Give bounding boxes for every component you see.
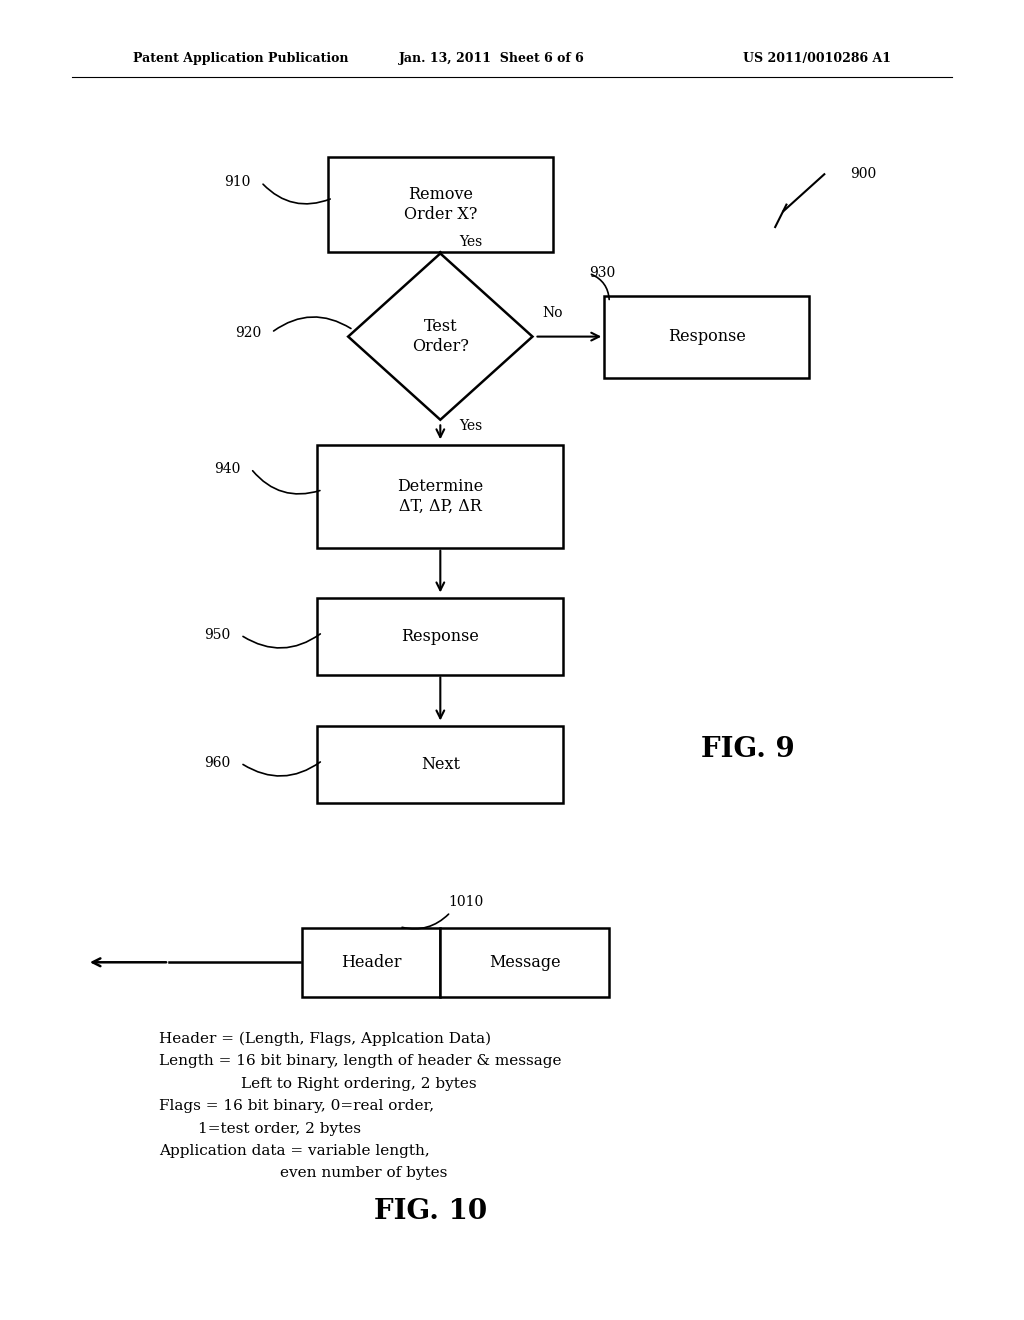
Text: 1010: 1010 [449, 895, 483, 908]
Text: Test
Order?: Test Order? [412, 318, 469, 355]
Text: Header = (Length, Flags, Applcation Data): Header = (Length, Flags, Applcation Data… [159, 1032, 490, 1045]
Text: 1=test order, 2 bytes: 1=test order, 2 bytes [159, 1122, 360, 1135]
Text: 940: 940 [214, 462, 241, 475]
Text: 920: 920 [234, 326, 261, 339]
Polygon shape [348, 253, 532, 420]
Text: Header: Header [341, 954, 401, 970]
Text: Patent Application Publication: Patent Application Publication [133, 51, 348, 65]
Text: Left to Right ordering, 2 bytes: Left to Right ordering, 2 bytes [241, 1077, 476, 1090]
Text: Jan. 13, 2011  Sheet 6 of 6: Jan. 13, 2011 Sheet 6 of 6 [398, 51, 585, 65]
Text: Flags = 16 bit binary, 0=real order,: Flags = 16 bit binary, 0=real order, [159, 1100, 434, 1113]
Text: 950: 950 [204, 628, 230, 642]
Text: 900: 900 [850, 168, 877, 181]
Bar [328, 157, 553, 252]
Bar [302, 928, 440, 997]
Bar [317, 726, 563, 803]
Text: Length = 16 bit binary, length of header & message: Length = 16 bit binary, length of header… [159, 1055, 561, 1068]
Text: 960: 960 [204, 756, 230, 770]
Text: Response: Response [401, 628, 479, 644]
Bar [604, 296, 809, 378]
Text: Next: Next [421, 756, 460, 772]
Text: 930: 930 [589, 267, 615, 280]
Text: Message: Message [489, 954, 560, 970]
Text: Yes: Yes [459, 235, 482, 249]
Text: Determine
ΔT, ΔP, ΔR: Determine ΔT, ΔP, ΔR [397, 478, 483, 515]
Bar [317, 445, 563, 548]
Text: FIG. 10: FIG. 10 [374, 1199, 486, 1225]
Text: US 2011/0010286 A1: US 2011/0010286 A1 [742, 51, 891, 65]
Text: Application data = variable length,: Application data = variable length, [159, 1144, 429, 1158]
Text: 910: 910 [224, 176, 251, 189]
Text: No: No [543, 306, 563, 319]
Text: Response: Response [668, 329, 745, 345]
Text: Yes: Yes [459, 418, 482, 433]
Text: Remove
Order X?: Remove Order X? [403, 186, 477, 223]
Bar [317, 598, 563, 675]
Bar [440, 928, 609, 997]
Text: FIG. 9: FIG. 9 [700, 737, 795, 763]
Text: even number of bytes: even number of bytes [241, 1167, 447, 1180]
